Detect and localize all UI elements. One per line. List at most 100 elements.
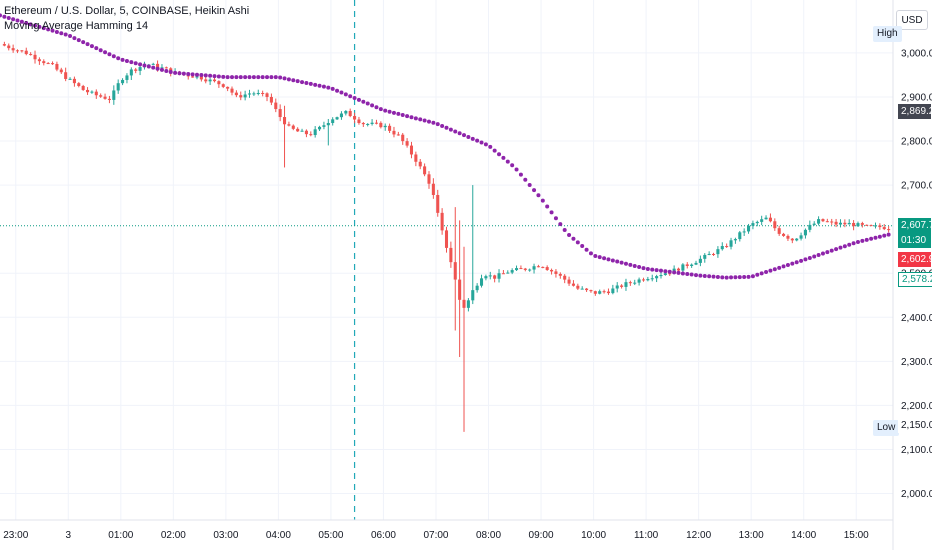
candle-body xyxy=(59,69,63,73)
candle-body xyxy=(453,262,457,280)
candle-body xyxy=(370,122,374,124)
ma-point xyxy=(650,267,655,272)
x-tick-label: 03:00 xyxy=(213,530,238,541)
ma-point xyxy=(138,62,143,67)
candle-body xyxy=(366,123,370,125)
candle-body xyxy=(663,273,667,276)
x-tick-label: 08:00 xyxy=(476,530,501,541)
ma-point xyxy=(750,274,755,279)
candle-body xyxy=(313,129,317,136)
candle-body xyxy=(243,94,247,98)
last-price-label: 2,607.73 xyxy=(898,218,932,233)
high-tag: High xyxy=(873,26,902,42)
candle-body xyxy=(703,254,707,259)
candle-body xyxy=(773,221,777,229)
ma-point xyxy=(103,50,108,55)
ma-point xyxy=(483,142,488,147)
candle-body xyxy=(138,67,142,71)
candle-body xyxy=(29,54,33,56)
low-tag: Low xyxy=(873,420,900,436)
ma-point xyxy=(155,66,160,71)
candle-body xyxy=(121,79,125,84)
symbol-title[interactable]: Ethereum / U.S. Dollar, 5, COINBASE, Hei… xyxy=(4,5,250,17)
ma-point xyxy=(794,260,799,265)
candle-body xyxy=(353,116,357,120)
ma-point xyxy=(120,57,125,62)
y-tick-label: 2,400.00 xyxy=(901,313,932,324)
ma-point xyxy=(510,163,515,168)
ma-point xyxy=(24,21,29,26)
candle-body xyxy=(195,76,199,78)
candle-body xyxy=(256,92,260,94)
candle-body xyxy=(20,50,24,52)
candle-body xyxy=(11,48,15,51)
ma-point xyxy=(641,266,646,271)
ma-point xyxy=(873,235,878,240)
ma-point xyxy=(190,72,195,77)
candle-body xyxy=(624,282,628,287)
ma-point xyxy=(694,273,699,278)
ma-point xyxy=(492,148,497,153)
ma-point xyxy=(882,233,887,238)
x-tick-label: 3 xyxy=(66,530,72,541)
ma-point xyxy=(851,241,856,246)
ma-point xyxy=(72,36,77,41)
ma-point xyxy=(663,269,668,274)
ma-point xyxy=(0,13,2,18)
ma-point xyxy=(374,105,379,110)
ma-point xyxy=(76,38,81,43)
ma-point xyxy=(724,275,729,280)
ma-point xyxy=(321,84,326,89)
candle-body xyxy=(742,231,746,233)
ma-point xyxy=(729,275,734,280)
candle-body xyxy=(497,273,501,279)
candle-body xyxy=(112,90,116,100)
candle-body xyxy=(602,291,606,293)
ma-point xyxy=(632,263,637,268)
candle-body xyxy=(764,217,768,220)
candle-body xyxy=(418,161,422,167)
ma-point xyxy=(785,263,790,268)
candle-body xyxy=(729,240,733,247)
candle-body xyxy=(768,217,772,222)
candle-body xyxy=(151,63,155,65)
candle-body xyxy=(515,268,519,271)
y-tick-label: 2,300.00 xyxy=(901,357,932,368)
ma-point xyxy=(400,113,405,118)
candle-body xyxy=(344,110,348,114)
ma-point xyxy=(409,115,414,120)
indicator-title[interactable]: Moving Average Hamming 14 xyxy=(4,20,149,32)
ma-point xyxy=(269,75,274,80)
ma-point xyxy=(286,77,291,82)
candle-body xyxy=(685,264,689,266)
currency-button[interactable]: USD xyxy=(896,10,928,30)
ma-point xyxy=(168,70,173,75)
candle-body xyxy=(278,109,282,118)
ma-point xyxy=(834,247,839,252)
candle-body xyxy=(348,110,352,117)
ma-point xyxy=(418,117,423,122)
ma-point xyxy=(527,182,532,187)
candle-body xyxy=(751,223,755,226)
ma-point xyxy=(361,99,366,104)
candle-body xyxy=(46,63,50,65)
ma-point xyxy=(877,234,882,239)
candle-body xyxy=(68,78,72,80)
ma-point xyxy=(426,119,431,124)
ma-point xyxy=(208,73,213,78)
candle-body xyxy=(878,225,882,228)
ma-point xyxy=(413,116,418,121)
candle-body xyxy=(2,44,6,46)
candle-body xyxy=(33,54,37,60)
ma-point xyxy=(199,73,204,78)
x-tick-label: 05:00 xyxy=(318,530,343,541)
ma-point xyxy=(133,61,138,66)
candle-body xyxy=(633,282,637,284)
candle-body xyxy=(488,275,492,277)
candle-body xyxy=(532,266,536,270)
ma-point xyxy=(628,262,633,267)
candle-body xyxy=(698,258,702,263)
ma-point xyxy=(448,127,453,132)
ma-point xyxy=(405,114,410,119)
